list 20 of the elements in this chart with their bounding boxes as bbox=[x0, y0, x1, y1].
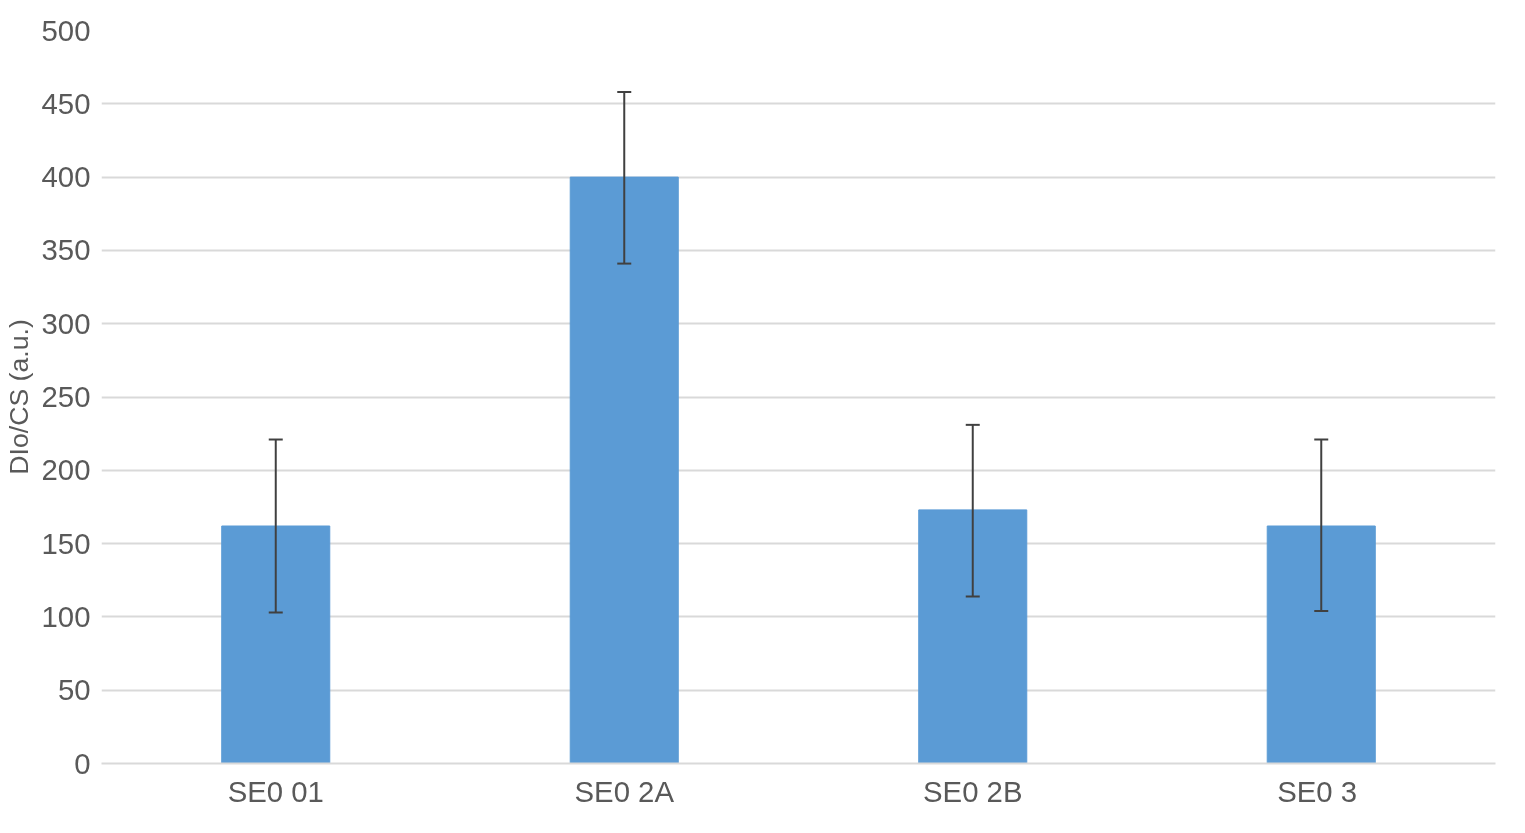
y-tick-label: 400 bbox=[41, 160, 91, 194]
y-tick-label: 50 bbox=[57, 673, 91, 707]
y-tick-label: 200 bbox=[41, 453, 91, 487]
y-tick-label: 100 bbox=[41, 599, 91, 633]
y-tick-label: 450 bbox=[41, 86, 91, 120]
y-tick-label: 250 bbox=[41, 380, 91, 413]
bar bbox=[1266, 525, 1376, 764]
y-tick-label: 150 bbox=[41, 526, 91, 560]
y-tick-label: 0 bbox=[74, 746, 91, 780]
y-axis-title: DIo/CS (a.u.) bbox=[3, 319, 34, 475]
y-tick-label: 350 bbox=[41, 233, 91, 267]
x-tick-label: SE0 01 bbox=[227, 774, 324, 808]
bar bbox=[569, 176, 679, 764]
x-tick-label: SE0 3 bbox=[1277, 774, 1358, 808]
y-tick-label: 300 bbox=[41, 306, 91, 340]
bar bbox=[221, 525, 331, 764]
x-tick-label: SE0 2B bbox=[923, 774, 1023, 808]
y-tick-label: 500 bbox=[41, 13, 91, 47]
bar bbox=[918, 509, 1028, 764]
x-tick-label: SE0 2A bbox=[574, 774, 675, 808]
